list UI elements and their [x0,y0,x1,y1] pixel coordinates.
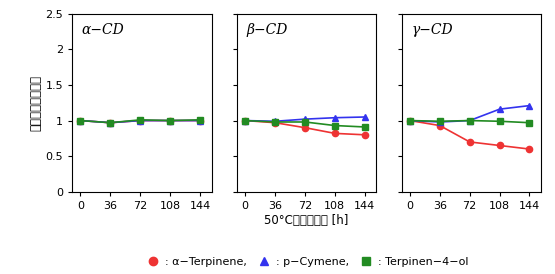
Text: β−CD: β−CD [246,23,288,37]
Legend: : α−Terpinene,, : p−Cymene,, : Terpinen−4−ol: : α−Terpinene,, : p−Cymene,, : Terpinen−… [138,252,473,271]
Y-axis label: 粉末中成分の変化: 粉末中成分の変化 [29,75,43,131]
Text: γ−CD: γ−CD [411,23,453,37]
X-axis label: 50°Cの加熱時間 [h]: 50°Cの加熱時間 [h] [264,214,349,227]
Text: α−CD: α−CD [82,23,125,37]
